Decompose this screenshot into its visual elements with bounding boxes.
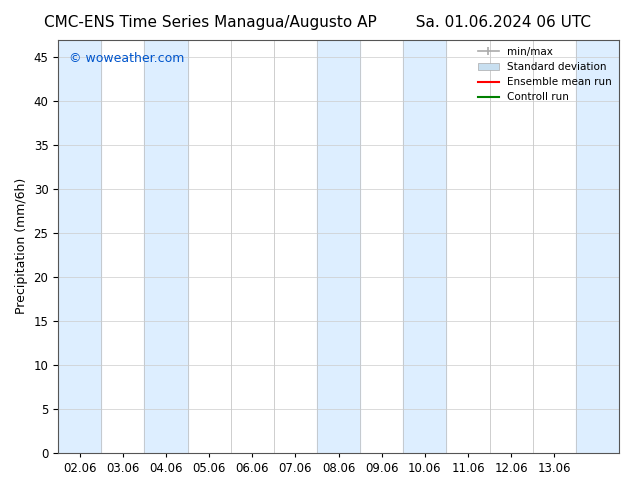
Bar [403,40,446,453]
Text: © woweather.com: © woweather.com [69,52,184,65]
Text: CMC-ENS Time Series Managua/Augusto AP        Sa. 01.06.2024 06 UTC: CMC-ENS Time Series Managua/Augusto AP S… [44,15,590,30]
Bar [576,40,619,453]
Bar [58,40,101,453]
Bar [317,40,360,453]
Y-axis label: Precipitation (mm/6h): Precipitation (mm/6h) [15,178,28,315]
Legend: min/max, Standard deviation, Ensemble mean run, Controll run: min/max, Standard deviation, Ensemble me… [474,43,616,107]
Bar [145,40,188,453]
